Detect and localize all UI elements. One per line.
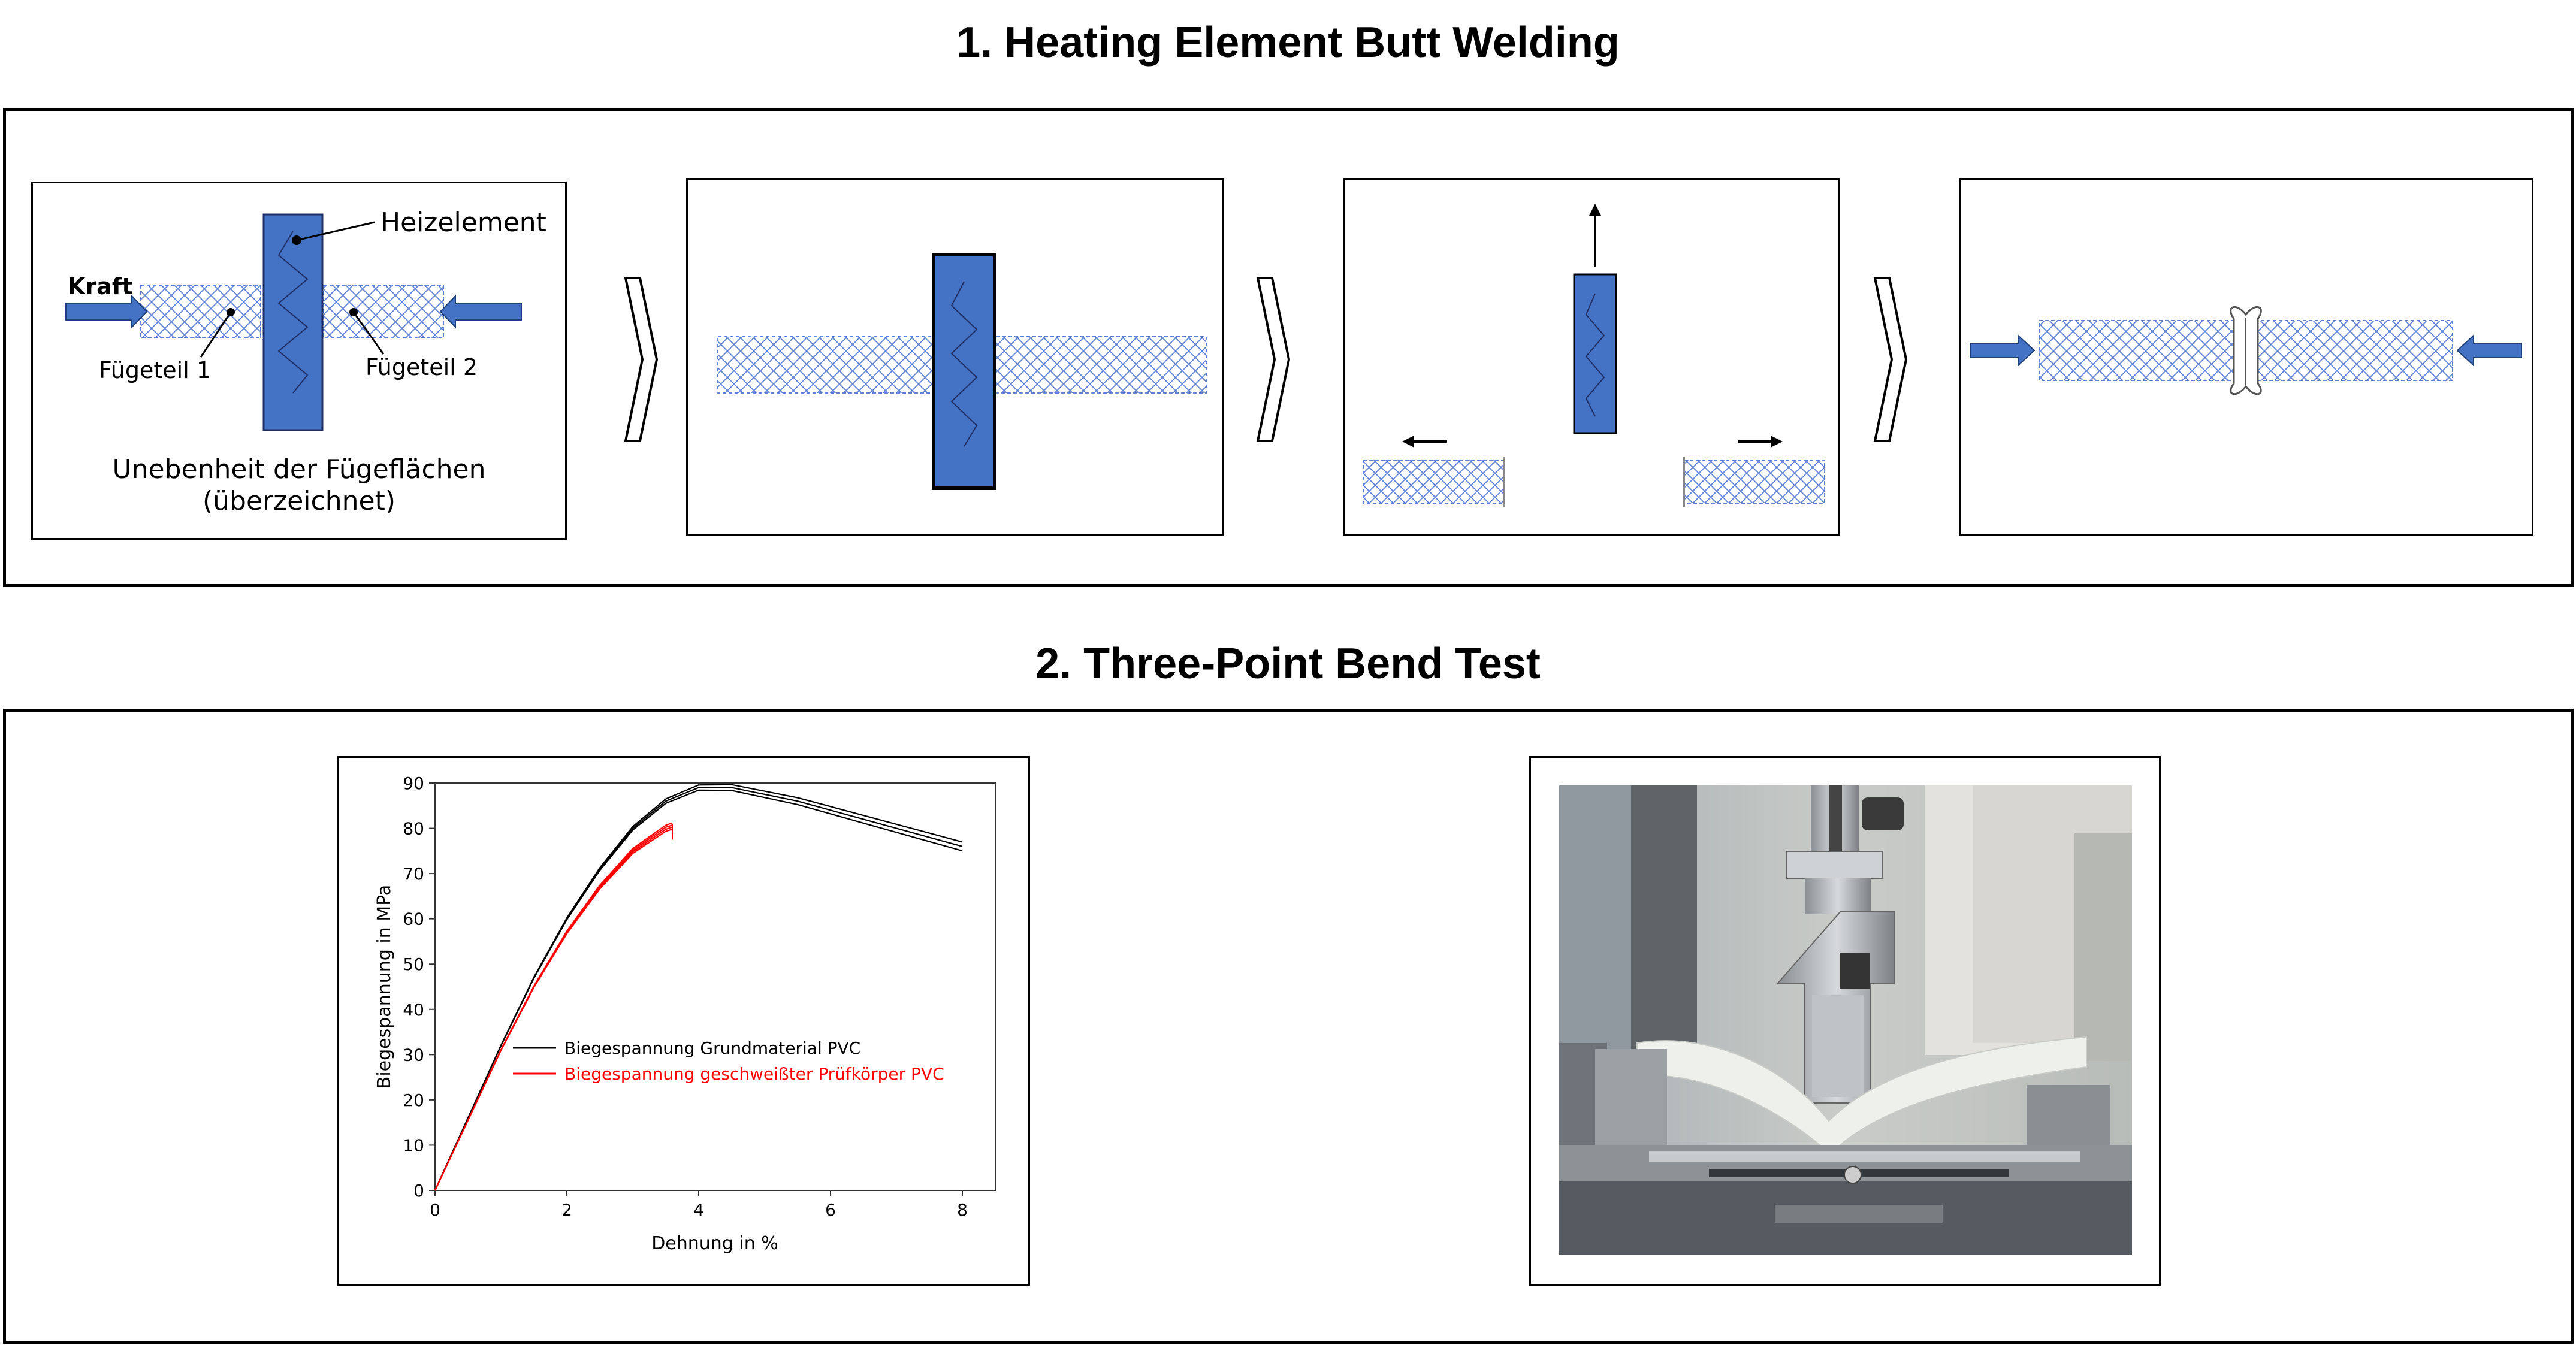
heating-coil-zigzag [950,281,978,447]
panel-step-2-diagram [717,253,1207,490]
bend-test-photo [1559,785,2132,1255]
caption-line-2: (überzeichnet) [203,486,395,516]
section1-frame [3,108,2574,587]
legend-entry-grundmaterial: Biegespannung Grundmaterial PVC [564,1038,860,1058]
welded-piece-left-shape [2039,320,2237,381]
series-line-1-1 [434,826,673,1191]
fuegeteil-1-shape [140,285,261,338]
y-tick-label: 90 [403,773,424,793]
series-line-1-3 [434,822,673,1191]
series-line-1-0 [434,828,673,1191]
panel-step-2 [686,178,1224,536]
y-tick-label: 80 [403,819,424,839]
workpiece-right-shape [1683,460,1825,504]
y-tick-label: 0 [413,1181,424,1201]
heating-element-shape [262,213,324,431]
series-line-0-0 [434,789,963,1191]
specimen-shape [1636,1036,2087,1155]
panel-step-1-diagram: Heizelement Kraft Fügeteil 1 Fügeteil 2 … [65,207,546,516]
workpiece-left-shape [717,336,937,394]
chart-legend: Biegespannung Grundmaterial PVC Biegespa… [513,1038,944,1084]
force-arrow-right [2456,334,2522,367]
workpiece-left-shape [1363,460,1505,504]
y-tick-label: 40 [403,1000,424,1020]
y-tick-label: 20 [403,1090,424,1110]
chart-panel: 0 2 4 6 8 0 10 20 30 40 50 60 70 80 90 Dehnung in % Bi… [337,756,1030,1286]
y-tick-label: 30 [403,1045,424,1065]
heating-element-shape [1573,273,1617,434]
bend-test-photo-illustration [1559,785,2132,1255]
y-tick-label: 60 [403,909,424,929]
heizelement-label: Heizelement [380,207,546,238]
panel-step-4 [1959,178,2533,536]
force-arrow-left [1970,334,2036,367]
chevron-arrow-1-icon [624,277,659,442]
x-tick-label: 4 [693,1200,704,1220]
y-tick-label: 50 [403,954,424,974]
series-line-0-2 [434,784,963,1191]
x-tick-label: 6 [825,1200,836,1220]
panel-step-4-diagram [1970,306,2522,395]
kraft-label: Kraft [68,273,133,300]
section2-frame [3,709,2574,1344]
legend-entry-geschweisst: Biegespannung geschweißter Prüfkörper PV… [564,1064,944,1084]
force-arrow-right [439,294,522,329]
chevron-arrow-3-icon [1873,277,1908,442]
series-line-1-2 [434,824,673,1191]
fuegeteil-2-shape [323,285,444,338]
chevron-arrow-2-icon [1256,277,1291,442]
panel-step-1: Heizelement Kraft Fügeteil 1 Fügeteil 2 … [31,182,567,540]
panel-step-3 [1343,178,1840,536]
force-arrow-left [65,294,148,329]
panel-step-3-diagram [1363,204,1825,507]
series-line-0-1 [434,787,963,1191]
fuegeteil-2-label: Fügeteil 2 [366,354,478,380]
x-axis-label: Dehnung in % [651,1233,778,1254]
workpiece-right-shape [990,336,1207,394]
photo-panel [1529,756,2161,1286]
y-tick-label: 70 [403,864,424,884]
fuegeteil-1-label: Fügeteil 1 [99,357,211,383]
section2-title: 2. Three-Point Bend Test [1035,640,1541,688]
x-tick-label: 2 [561,1200,572,1220]
welded-piece-right-shape [2254,320,2453,381]
x-tick-label: 0 [430,1200,440,1220]
x-tick-label: 8 [957,1200,968,1220]
plot-area-frame [434,782,996,1191]
y-tick-label: 10 [403,1135,424,1155]
heating-element-shape [932,253,996,490]
caption-line-1: Unebenheit der Fügeflächen [112,454,485,485]
heating-coil-zigzag [277,231,309,394]
section1-title: 1. Heating Element Butt Welding [956,19,1620,67]
y-axis-label: Biegespannung in MPa [374,885,395,1089]
